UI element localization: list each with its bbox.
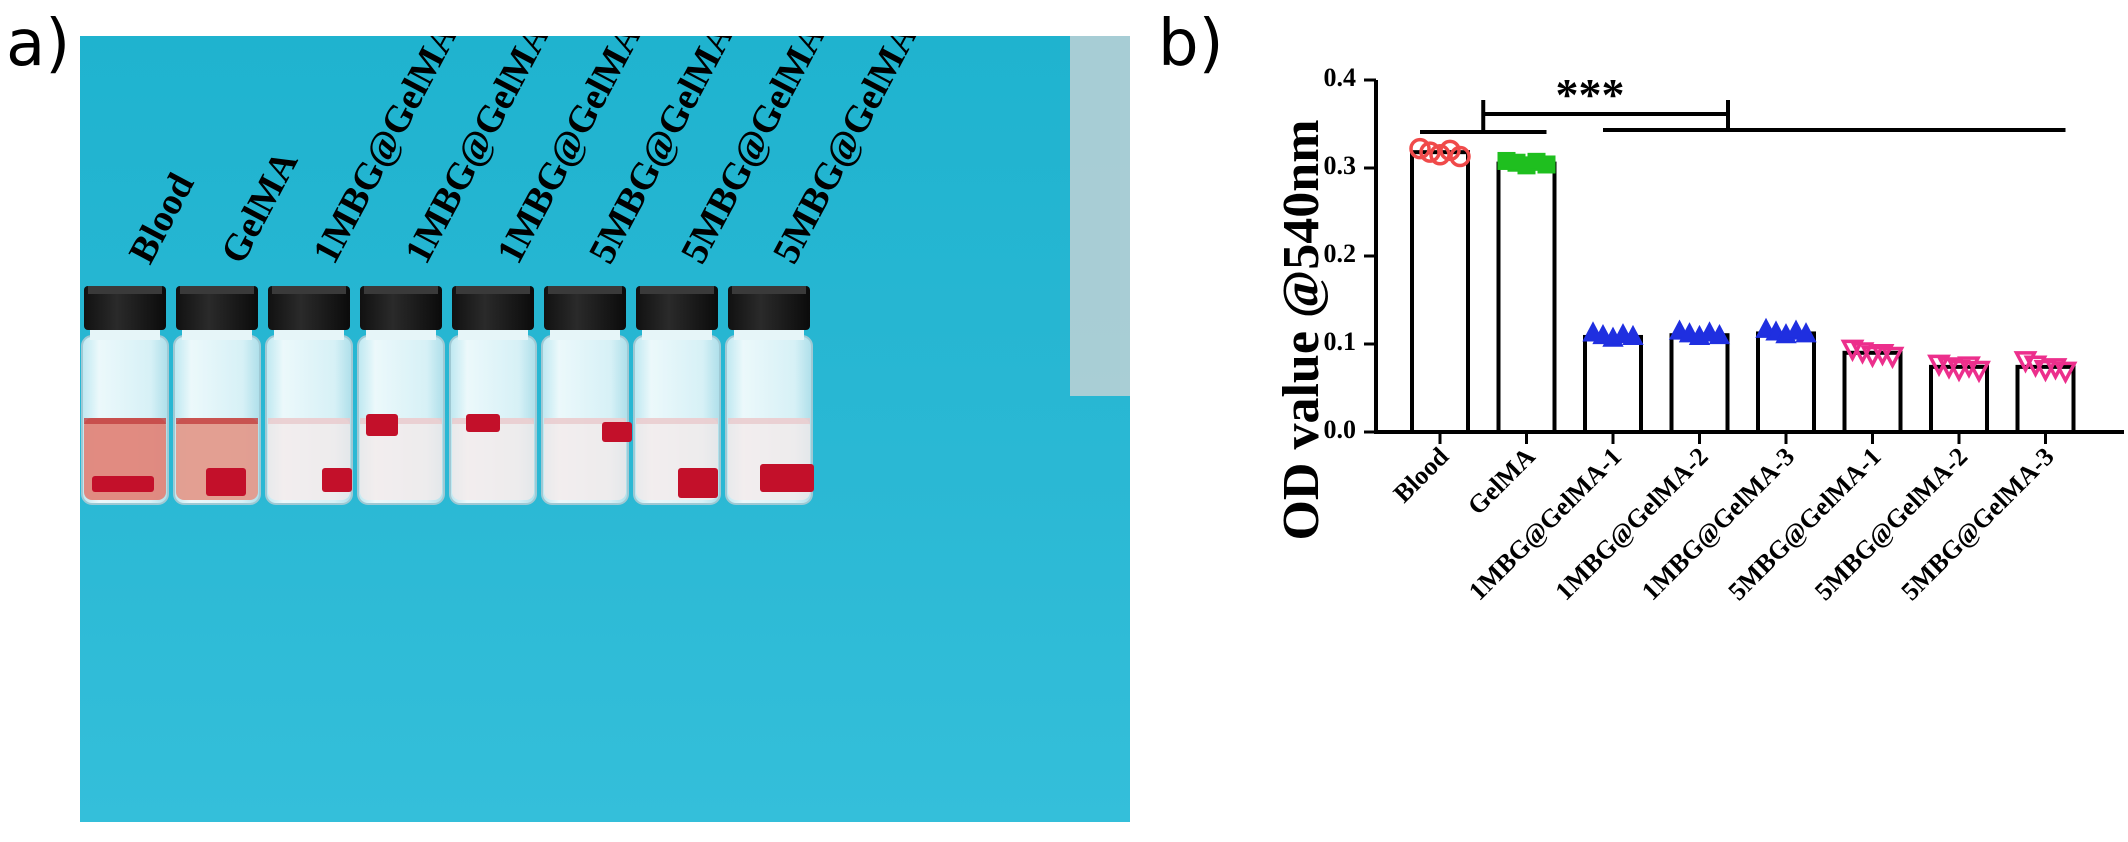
vial-cap-top	[364, 286, 438, 294]
x-tick-label: GelMA	[1462, 442, 1541, 521]
vial-cap	[84, 286, 166, 330]
y-tick-label: 0.1	[1324, 327, 1357, 356]
data-point	[1795, 322, 1817, 343]
hemolysis-bar-chart: OD value @540nm 0.0 0.1 0.2 0.3 0.4 *** Bloo…	[1273, 63, 2124, 606]
vial-meniscus	[268, 418, 350, 424]
significance-stars: ***	[1556, 69, 1625, 120]
data-point	[1708, 323, 1731, 345]
vial-cap	[728, 286, 810, 330]
bar	[1583, 334, 1643, 434]
vial-cap	[452, 286, 534, 330]
vial-cap-top	[640, 286, 714, 294]
vial-cap-top	[272, 286, 346, 294]
data-point	[1947, 359, 1971, 383]
vial-liquid	[360, 418, 442, 500]
vial-cap	[268, 286, 350, 330]
bars-group	[1410, 150, 2076, 435]
gel-piece	[206, 468, 246, 496]
vial-cap	[544, 286, 626, 330]
vial-cap-top	[180, 286, 254, 294]
vial-meniscus	[544, 418, 626, 424]
data-point	[1409, 137, 1431, 160]
x-axis: Blood GelMA1MBG@GelMA-11MBG@GelMA-21MBG@G…	[1374, 430, 2124, 606]
bar	[1496, 161, 1557, 434]
vial-cap	[176, 286, 258, 330]
bar	[1756, 331, 1816, 434]
gel-piece	[92, 476, 154, 492]
x-tick-label: 1MBG@GelMA-3	[1636, 442, 1800, 606]
bar	[1669, 333, 1730, 435]
vial-cap	[360, 286, 442, 330]
y-tick-label: 0.2	[1324, 239, 1357, 268]
data-point	[1967, 360, 1991, 384]
vial-meniscus	[636, 418, 718, 424]
vial-cap-top	[456, 286, 530, 294]
vial-cap	[636, 286, 718, 330]
data-points-group	[1409, 137, 2078, 385]
vial-liquid	[452, 418, 534, 500]
gel-piece	[678, 468, 718, 498]
vial-meniscus	[176, 418, 258, 424]
x-tick-label: 5MBG@GelMA-2	[1809, 442, 1973, 606]
data-point	[2053, 361, 2078, 385]
vial-cap-top	[88, 286, 162, 294]
y-tick-label: 0.0	[1324, 415, 1357, 444]
gel-piece	[366, 414, 398, 436]
data-point	[1622, 324, 1644, 345]
data-point	[1449, 145, 1471, 168]
x-tick-label: 5MBG@GelMA-1	[1723, 442, 1887, 606]
bar	[1410, 150, 1470, 434]
vials-photo: Blood GelMA1MBG@GelMA-11MBG@GelMA-21MBG@G…	[80, 36, 1130, 822]
data-point	[1880, 346, 1905, 370]
data-point	[1419, 141, 1441, 163]
data-point	[1429, 144, 1451, 166]
x-tick-label: Blood	[1388, 441, 1455, 508]
data-point	[1537, 155, 1556, 174]
y-axis: 0.0 0.1 0.2 0.3 0.4	[1324, 63, 1378, 444]
y-tick-label: 0.3	[1324, 151, 1357, 180]
vial-cap-top	[732, 286, 806, 294]
gel-piece	[322, 468, 352, 492]
panel-a-label: a)	[6, 7, 71, 81]
vial-meniscus	[728, 418, 810, 424]
x-tick-label: 1MBG@GelMA-2	[1550, 442, 1714, 606]
gel-piece	[466, 414, 500, 432]
vial-meniscus	[84, 418, 166, 424]
significance-group: ***	[1420, 69, 2066, 134]
x-tick-label: 1MBG@GelMA-1	[1463, 442, 1627, 606]
gel-piece	[602, 422, 632, 442]
photo-fabric	[1070, 36, 1130, 396]
vial-meniscus	[360, 418, 442, 424]
vial-cap-top	[548, 286, 622, 294]
y-axis-title: OD value @540nm	[1273, 119, 1330, 540]
x-tick-label: 5MBG@GelMA-3	[1896, 442, 2060, 606]
gel-piece	[760, 464, 814, 492]
panel-b-label: b)	[1158, 7, 1224, 81]
y-tick-label: 0.4	[1324, 63, 1357, 92]
